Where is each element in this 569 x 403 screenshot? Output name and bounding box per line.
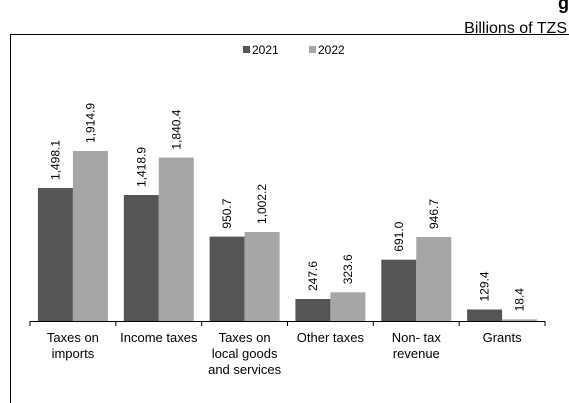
legend-label-2022: 2022	[318, 43, 345, 57]
data-label-2022-0: 1,914.9	[83, 103, 97, 143]
bar-2021-4	[381, 259, 417, 321]
bar-2022-3	[330, 292, 366, 321]
data-label-2021-0: 1,498.1	[48, 140, 62, 180]
data-label-2022-3: 323.6	[341, 254, 355, 284]
bars-group	[37, 151, 538, 321]
bar-2021-5	[467, 309, 503, 321]
category-label-3: Other taxes	[297, 330, 365, 345]
x-axis: Taxes on imports Income taxes Taxes on local…	[29, 321, 546, 377]
legend: 2021 2022	[243, 43, 345, 57]
category-label-1: Income taxes	[120, 330, 198, 345]
data-label-2021-2: 950.7	[220, 198, 234, 228]
data-label-2021-5: 129.4	[478, 271, 492, 301]
bar-2022-5	[502, 319, 538, 321]
bar-2021-2	[209, 236, 245, 321]
category-label-4: Non- tax revenue	[392, 330, 442, 361]
bar-2022-4	[416, 237, 452, 321]
data-label-2022-2: 1,002.2	[255, 184, 269, 224]
data-label-2021-3: 247.6	[306, 261, 320, 291]
bar-2021-3	[295, 299, 331, 321]
bar-2021-1	[123, 195, 159, 321]
data-label-2021-4: 691.0	[392, 221, 406, 251]
bar-2022-1	[158, 157, 194, 321]
data-labels-group: 1,498.1 1,914.9 1,418.9 1,840.4 950.7 1,002.2…	[48, 103, 526, 312]
data-label-2022-5: 18.4	[513, 288, 527, 312]
title-fragment: g	[558, 0, 569, 13]
legend-label-2021: 2021	[252, 43, 279, 57]
category-label-2: Taxes on local goods and services	[208, 330, 281, 377]
data-label-2022-1: 1,840.4	[169, 109, 183, 149]
data-label-2022-4: 946.7	[427, 199, 441, 229]
unit-label: Billions of TZS	[464, 20, 567, 37]
legend-swatch-2022	[309, 46, 316, 53]
category-label-5: Grants	[483, 330, 523, 345]
bar-2022-2	[244, 232, 280, 321]
data-label-2021-1: 1,418.9	[134, 147, 148, 187]
category-label-0: Taxes on imports	[47, 330, 99, 361]
bar-2021-0	[37, 188, 73, 321]
bar-2022-0	[72, 151, 108, 321]
legend-swatch-2021	[243, 46, 250, 53]
